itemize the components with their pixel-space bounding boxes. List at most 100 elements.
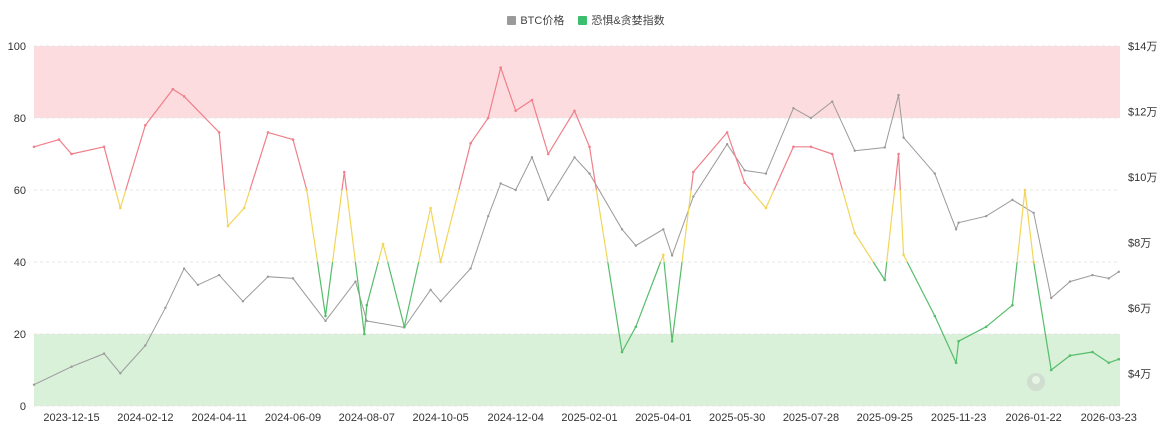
series-segment-fear-greed xyxy=(547,110,576,155)
btc-price-point xyxy=(486,214,490,218)
btc-price-point xyxy=(217,273,221,277)
series-segment-fear-greed xyxy=(470,117,489,144)
btc-price-point xyxy=(588,172,591,175)
btc-price-point xyxy=(1049,296,1053,300)
series-segment-fear-greed xyxy=(841,189,856,234)
y-right-tick-label: $6万 xyxy=(1128,303,1151,315)
btc-price-point xyxy=(933,172,937,175)
x-tick-label: 2025-09-25 xyxy=(857,412,913,424)
fear-greed-point xyxy=(933,314,937,318)
series-segment-fear-greed xyxy=(341,171,345,191)
y-left-tick-label: 40 xyxy=(14,257,26,269)
fear-greed-point xyxy=(897,152,900,156)
legend-item-btc[interactable]: BTC价格 xyxy=(507,12,564,28)
series-segment-fear-greed xyxy=(440,189,460,263)
series-segment-fear-greed xyxy=(750,189,767,209)
fear-greed-point xyxy=(954,361,958,365)
btc-price-point xyxy=(119,372,122,375)
series-segment-fear-greed xyxy=(1011,261,1018,306)
btc-price-point xyxy=(954,228,958,231)
x-tick-label: 2025-02-01 xyxy=(561,412,617,424)
btc-price-point xyxy=(324,319,327,323)
series-segment-fear-greed xyxy=(33,139,60,148)
series-segment-fear-greed xyxy=(144,88,174,126)
fear-greed-point xyxy=(469,141,472,145)
btc-price-point xyxy=(853,149,856,152)
series-segment-fear-greed xyxy=(103,146,117,191)
fear-greed-point xyxy=(102,145,106,149)
y-right-tick-label: $12万 xyxy=(1128,106,1157,118)
legend-swatch-fear-greed xyxy=(578,15,588,25)
fear-greed-point xyxy=(182,95,186,98)
series-segment-fear-greed xyxy=(218,132,226,191)
series-segment-fear-greed xyxy=(324,261,334,317)
fear-greed-point xyxy=(1011,303,1014,307)
btc-price-point xyxy=(291,277,295,280)
series-segment-fear-greed xyxy=(114,189,121,209)
fear-greed-point xyxy=(119,206,122,210)
x-tick-label: 2025-05-30 xyxy=(709,412,765,424)
series-segment-fear-greed xyxy=(872,261,886,281)
fear-greed-point xyxy=(291,138,295,141)
btc-price-point xyxy=(266,275,270,278)
series-segment-fear-greed xyxy=(1024,189,1035,263)
series-segment-fear-greed xyxy=(403,261,420,327)
y-left-tick-label: 20 xyxy=(14,329,26,341)
btc-price-point xyxy=(634,244,638,247)
series-segment-fear-greed xyxy=(690,171,694,191)
series-segment-fear-greed xyxy=(958,326,987,342)
btc-price-point xyxy=(692,195,695,198)
btc-price-point xyxy=(32,383,36,386)
fear-greed-point xyxy=(486,116,490,120)
btc-price-point xyxy=(1032,211,1035,215)
series-segment-fear-greed xyxy=(292,139,308,191)
series-segment-fear-greed xyxy=(1050,355,1071,371)
btc-price-point xyxy=(547,198,550,202)
series-segment-fear-greed xyxy=(249,132,269,191)
series-segment-fear-greed xyxy=(515,99,533,112)
series-segment-fear-greed xyxy=(744,182,752,191)
fear-greed-point xyxy=(429,206,432,210)
series-segment-fear-greed xyxy=(1016,189,1026,263)
series-segment-fear-greed xyxy=(635,261,662,328)
fear-greed-point xyxy=(573,109,576,113)
btc-price-point xyxy=(902,136,905,139)
series-segment-fear-greed xyxy=(363,305,368,335)
band-1 xyxy=(34,334,1120,406)
y-left-tick-label: 0 xyxy=(20,401,26,413)
fear-greed-point xyxy=(57,138,61,141)
btc-price-point xyxy=(573,156,576,159)
x-tick-label: 2025-07-28 xyxy=(783,412,839,424)
series-segment-fear-greed xyxy=(345,189,357,263)
btc-price-point xyxy=(164,306,167,310)
series-segment-fear-greed xyxy=(671,261,683,342)
series-segment-fear-greed xyxy=(894,153,900,191)
series-segment-fear-greed xyxy=(306,189,319,263)
btc-price-point xyxy=(831,100,834,103)
btc-price-point xyxy=(514,188,517,192)
series-segment-fear-greed xyxy=(681,189,692,263)
legend-item-fear-greed[interactable]: 恐惧&贪婪指数 xyxy=(578,12,665,28)
fear-greed-point xyxy=(743,181,746,185)
x-tick-label: 2024-06-09 xyxy=(265,412,321,424)
series-segment-fear-greed xyxy=(382,243,389,263)
x-tick-label: 2024-02-12 xyxy=(117,412,173,424)
x-tick-label: 2024-08-07 xyxy=(339,412,395,424)
fear-greed-point xyxy=(725,131,729,134)
series-segment-fear-greed xyxy=(897,153,901,191)
fear-greed-point xyxy=(1091,350,1094,354)
x-tick-label: 2026-03-23 xyxy=(1081,412,1137,424)
watermark-logo-icon xyxy=(1027,373,1045,391)
x-tick-label: 2026-01-22 xyxy=(1006,412,1062,424)
btc-price-point xyxy=(429,288,432,292)
fear-greed-point xyxy=(957,339,960,343)
btc-price-point xyxy=(182,267,186,270)
btc-price-point xyxy=(1091,273,1094,277)
btc-price-point xyxy=(1107,277,1110,280)
series-segment-fear-greed xyxy=(1069,351,1093,357)
fear-greed-point xyxy=(588,145,591,149)
fear-greed-point xyxy=(217,131,221,134)
fear-greed-point xyxy=(764,206,768,210)
y-left-tick-label: 60 xyxy=(14,185,26,197)
btc-price-point xyxy=(70,365,73,368)
